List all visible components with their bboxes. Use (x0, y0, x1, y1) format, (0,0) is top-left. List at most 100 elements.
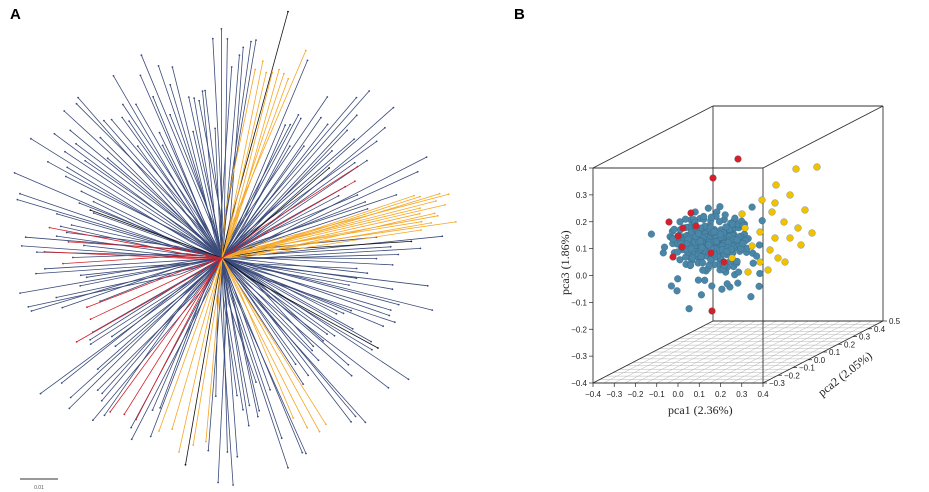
tree-tip (30, 137, 32, 140)
tree-tip (391, 288, 394, 291)
tree-tip (346, 129, 348, 132)
tree-branch (109, 257, 223, 413)
tree-tip (214, 395, 217, 397)
tree-tip (47, 160, 49, 163)
pca3-axis-label: pca3 (1.86%) (558, 230, 572, 295)
tree-tip (135, 418, 138, 421)
tree-tip (255, 381, 257, 383)
tree-tip (419, 207, 421, 210)
tree-tip (80, 190, 83, 193)
tree-branch (221, 138, 355, 259)
tree-tip (128, 120, 131, 122)
tick-label: −0.3 (571, 352, 587, 361)
tick-label: −0.2 (571, 325, 587, 334)
tree-tip (70, 224, 73, 226)
tree-tip (292, 417, 295, 419)
pca-point (813, 163, 821, 171)
pca-point (700, 212, 708, 220)
tick-label: 0.5 (889, 317, 901, 326)
tree-tip (242, 46, 245, 49)
pca-points (647, 155, 821, 315)
pca-point (774, 254, 782, 262)
tree-tip (382, 325, 384, 328)
tree-tip (294, 363, 297, 366)
pca-point (709, 174, 717, 182)
tree-branch (221, 257, 320, 432)
tree-tip (299, 117, 302, 120)
tree-tip (56, 213, 58, 215)
tree-tip (136, 145, 139, 148)
tree-tip (214, 127, 217, 130)
pca-point (696, 237, 704, 245)
tree-tip (217, 481, 220, 484)
tree-branch (115, 257, 223, 347)
box-edge (592, 105, 714, 169)
tree-tip (130, 438, 133, 441)
tree-tip (67, 241, 70, 243)
tree-tip (326, 333, 328, 335)
tick-label: 0.4 (757, 390, 769, 399)
tree-tip (232, 484, 235, 486)
tree-tip (254, 68, 257, 71)
pca-point (674, 275, 682, 283)
tree-branch (221, 257, 250, 426)
tree-tip (364, 421, 367, 424)
tree-branch (221, 97, 357, 259)
tree-tip (114, 345, 117, 348)
tree-tip (342, 312, 345, 315)
pca-point (748, 203, 756, 211)
tree-tip (335, 312, 338, 315)
tree-tip (158, 430, 160, 432)
tree-tip (375, 140, 378, 143)
tree-tip (89, 338, 91, 341)
tree-tip (77, 96, 79, 99)
tree-tip (140, 54, 143, 57)
tree-scale-bar: 0.01 (20, 478, 58, 491)
tree-tip (447, 193, 450, 196)
tree-branch (221, 194, 397, 259)
tree-tip (278, 68, 280, 71)
tree-tip (161, 144, 164, 147)
tree-branch (221, 78, 289, 259)
pca-point (674, 248, 682, 256)
tree-tip (410, 240, 413, 243)
pca-point (771, 234, 779, 242)
tree-tip (149, 435, 152, 438)
tree-tip (306, 59, 309, 62)
tree-tip (187, 96, 190, 98)
tree-branch (221, 257, 390, 316)
tree-tip (391, 264, 394, 266)
tree-tip (139, 74, 142, 77)
tree-tip (322, 339, 325, 342)
tree-branch (221, 257, 289, 468)
tick-label: 0.4 (576, 164, 588, 173)
tree-branch (93, 201, 223, 259)
tree-tip (64, 150, 66, 153)
pca-point (707, 213, 715, 221)
tree-tip (220, 28, 223, 30)
tree-tip (59, 225, 62, 228)
pca-point (723, 280, 731, 288)
tree-branch (86, 257, 223, 308)
pca-point (781, 258, 789, 266)
tree-tip (103, 119, 105, 122)
pca-point (679, 224, 687, 232)
tree-branch (221, 257, 352, 377)
tick-label: 0.0 (672, 390, 684, 399)
tree-tip (171, 428, 174, 430)
tree-branch (92, 257, 223, 333)
tree-branch (221, 241, 412, 259)
tree-tip (328, 167, 331, 169)
pca-point (718, 285, 726, 293)
tree-branch (77, 97, 223, 259)
tree-tip (92, 212, 95, 214)
tree-branch (162, 145, 223, 259)
tree-tip (303, 145, 305, 148)
pca-point (704, 204, 712, 212)
pca-point (723, 247, 731, 256)
pca-point (758, 196, 766, 204)
tree-tip (83, 244, 85, 247)
tree-tip (184, 463, 187, 466)
tree-tip (236, 394, 238, 397)
tree-tip (436, 214, 439, 217)
